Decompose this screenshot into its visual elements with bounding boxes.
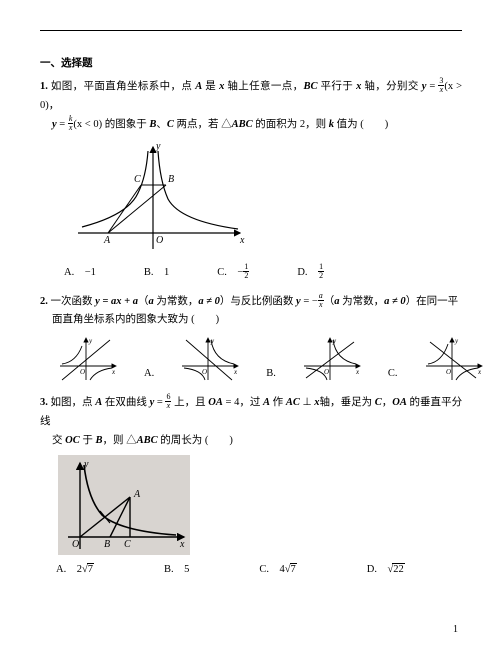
svg-text:y: y	[332, 337, 337, 345]
q1-choice-c: C. −12	[217, 264, 249, 283]
svg-text:x: x	[179, 539, 185, 550]
svg-text:y: y	[210, 337, 215, 345]
q1-text: 1. 如图，平面直角坐标系中，点 A 是 x 轴上任意一点，BC 平行于 x 轴…	[40, 78, 462, 116]
q2-fig-c: y x O	[300, 334, 364, 384]
q2-text: 2. 一次函数 y = ax + a（a 为常数，a ≠ 0）与反比例函数 y …	[40, 293, 462, 312]
q2-fig-d: y x O	[422, 334, 486, 384]
svg-text:y: y	[454, 337, 459, 345]
q1-text-line2: y = kx(x < 0) 的图象于 B、C 两点，若 △ABC 的面积为 2，…	[52, 116, 462, 135]
svg-text:C: C	[124, 539, 131, 550]
question-1: 1. 如图，平面直角坐标系中，点 A 是 x 轴上任意一点，BC 平行于 x 轴…	[40, 78, 462, 283]
q2-text-line2: 面直角坐标系内的图象大致为 ( )	[52, 311, 462, 330]
q2-fig-b: y x O	[178, 334, 242, 384]
question-3: 3. 如图，点 A 在双曲线 y = 6x 上，且 OA = 4，过 A 作 A…	[40, 394, 462, 580]
svg-text:A: A	[103, 235, 111, 246]
q3-choice-a: A. 27	[56, 561, 94, 580]
q3-text: 3. 如图，点 A 在双曲线 y = 6x 上，且 OA = 4，过 A 作 A…	[40, 394, 462, 432]
svg-text:O: O	[324, 368, 329, 376]
svg-text:x: x	[111, 368, 116, 376]
q2-fig-a: y x O	[56, 334, 120, 384]
q1-number: 1.	[40, 81, 48, 92]
svg-text:x: x	[355, 368, 360, 376]
q2-choice-a: A.	[144, 365, 154, 384]
svg-text:O: O	[72, 539, 79, 550]
svg-text:B: B	[168, 174, 174, 185]
q3-choice-b: B. 5	[164, 561, 189, 580]
svg-text:A: A	[133, 489, 141, 500]
svg-text:B: B	[104, 539, 110, 550]
svg-text:O: O	[446, 368, 451, 376]
svg-text:y: y	[88, 337, 93, 345]
svg-text:x: x	[233, 368, 238, 376]
svg-text:x: x	[239, 235, 245, 246]
q2-number: 2.	[40, 296, 48, 307]
q3-figure: y x O A B C	[58, 455, 462, 555]
question-2: 2. 一次函数 y = ax + a（a 为常数，a ≠ 0）与反比例函数 y …	[40, 293, 462, 385]
q2-figures: y x O A. y x O B.	[56, 334, 462, 384]
svg-text:y: y	[83, 459, 89, 470]
q3-number: 3.	[40, 397, 48, 408]
q1-choice-d: D. 12	[297, 264, 324, 283]
q3-text-line2: 交 OC 于 B，则 △ABC 的周长为 ( )	[52, 432, 462, 451]
svg-text:O: O	[156, 235, 163, 246]
q3-choices: A. 27 B. 5 C. 47 D. 22	[56, 561, 462, 580]
q1-choices: A. −1 B. 1 C. −12 D. 12	[64, 264, 462, 283]
svg-text:O: O	[80, 368, 85, 376]
svg-text:x: x	[477, 368, 482, 376]
q1-choice-a: A. −1	[64, 264, 96, 283]
q2-choice-c: C.	[388, 365, 398, 384]
q1-choice-b: B. 1	[144, 264, 169, 283]
section-title: 一、选择题	[40, 55, 462, 70]
q3-choice-c: C. 47	[259, 561, 296, 580]
svg-text:O: O	[202, 368, 207, 376]
svg-text:y: y	[155, 141, 161, 152]
page-number: 1	[453, 624, 458, 635]
svg-text:C: C	[134, 174, 141, 185]
q1-figure: y x O A C B	[68, 141, 462, 256]
q3-choice-d: D. 22	[367, 561, 405, 580]
q2-choice-b: B.	[266, 365, 276, 384]
top-rule	[40, 30, 462, 31]
